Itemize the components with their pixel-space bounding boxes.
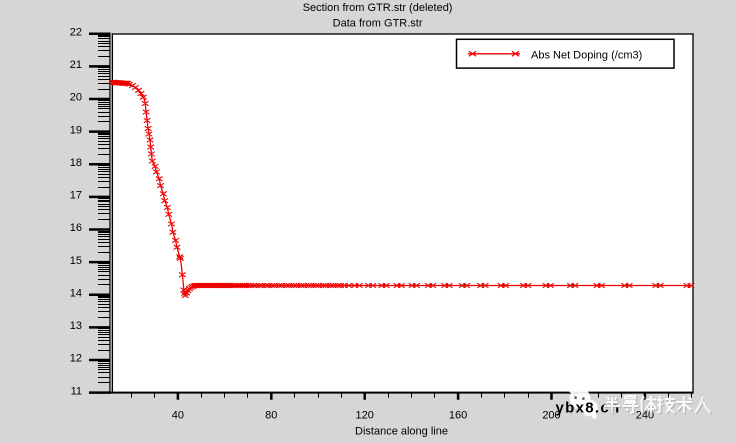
svg-text:15: 15 <box>70 255 82 267</box>
svg-text:20: 20 <box>70 92 82 104</box>
svg-text:40: 40 <box>172 410 184 422</box>
svg-text:120: 120 <box>356 410 374 422</box>
svg-text:18: 18 <box>70 157 82 169</box>
svg-text:19: 19 <box>70 124 82 136</box>
svg-text:13: 13 <box>70 320 82 332</box>
svg-text:16: 16 <box>70 222 82 234</box>
svg-text:14: 14 <box>70 287 82 299</box>
svg-text:Distance along line: Distance along line <box>355 426 448 438</box>
svg-text:200: 200 <box>542 410 560 422</box>
svg-text:12: 12 <box>70 353 82 365</box>
svg-text:240: 240 <box>636 410 654 422</box>
svg-text:160: 160 <box>449 410 467 422</box>
svg-text:22: 22 <box>70 27 82 39</box>
svg-text:11: 11 <box>71 385 82 397</box>
svg-text:ybx8.cn: ybx8.cn <box>556 400 621 417</box>
svg-text:Section from GTR.str (deleted): Section from GTR.str (deleted) <box>303 2 453 14</box>
svg-text:Abs Net Doping (/cm3): Abs Net Doping (/cm3) <box>531 49 642 61</box>
svg-text:Data from GTR.str: Data from GTR.str <box>333 18 423 30</box>
svg-text:21: 21 <box>70 59 82 71</box>
svg-text:17: 17 <box>70 190 82 202</box>
svg-text:80: 80 <box>265 410 277 422</box>
